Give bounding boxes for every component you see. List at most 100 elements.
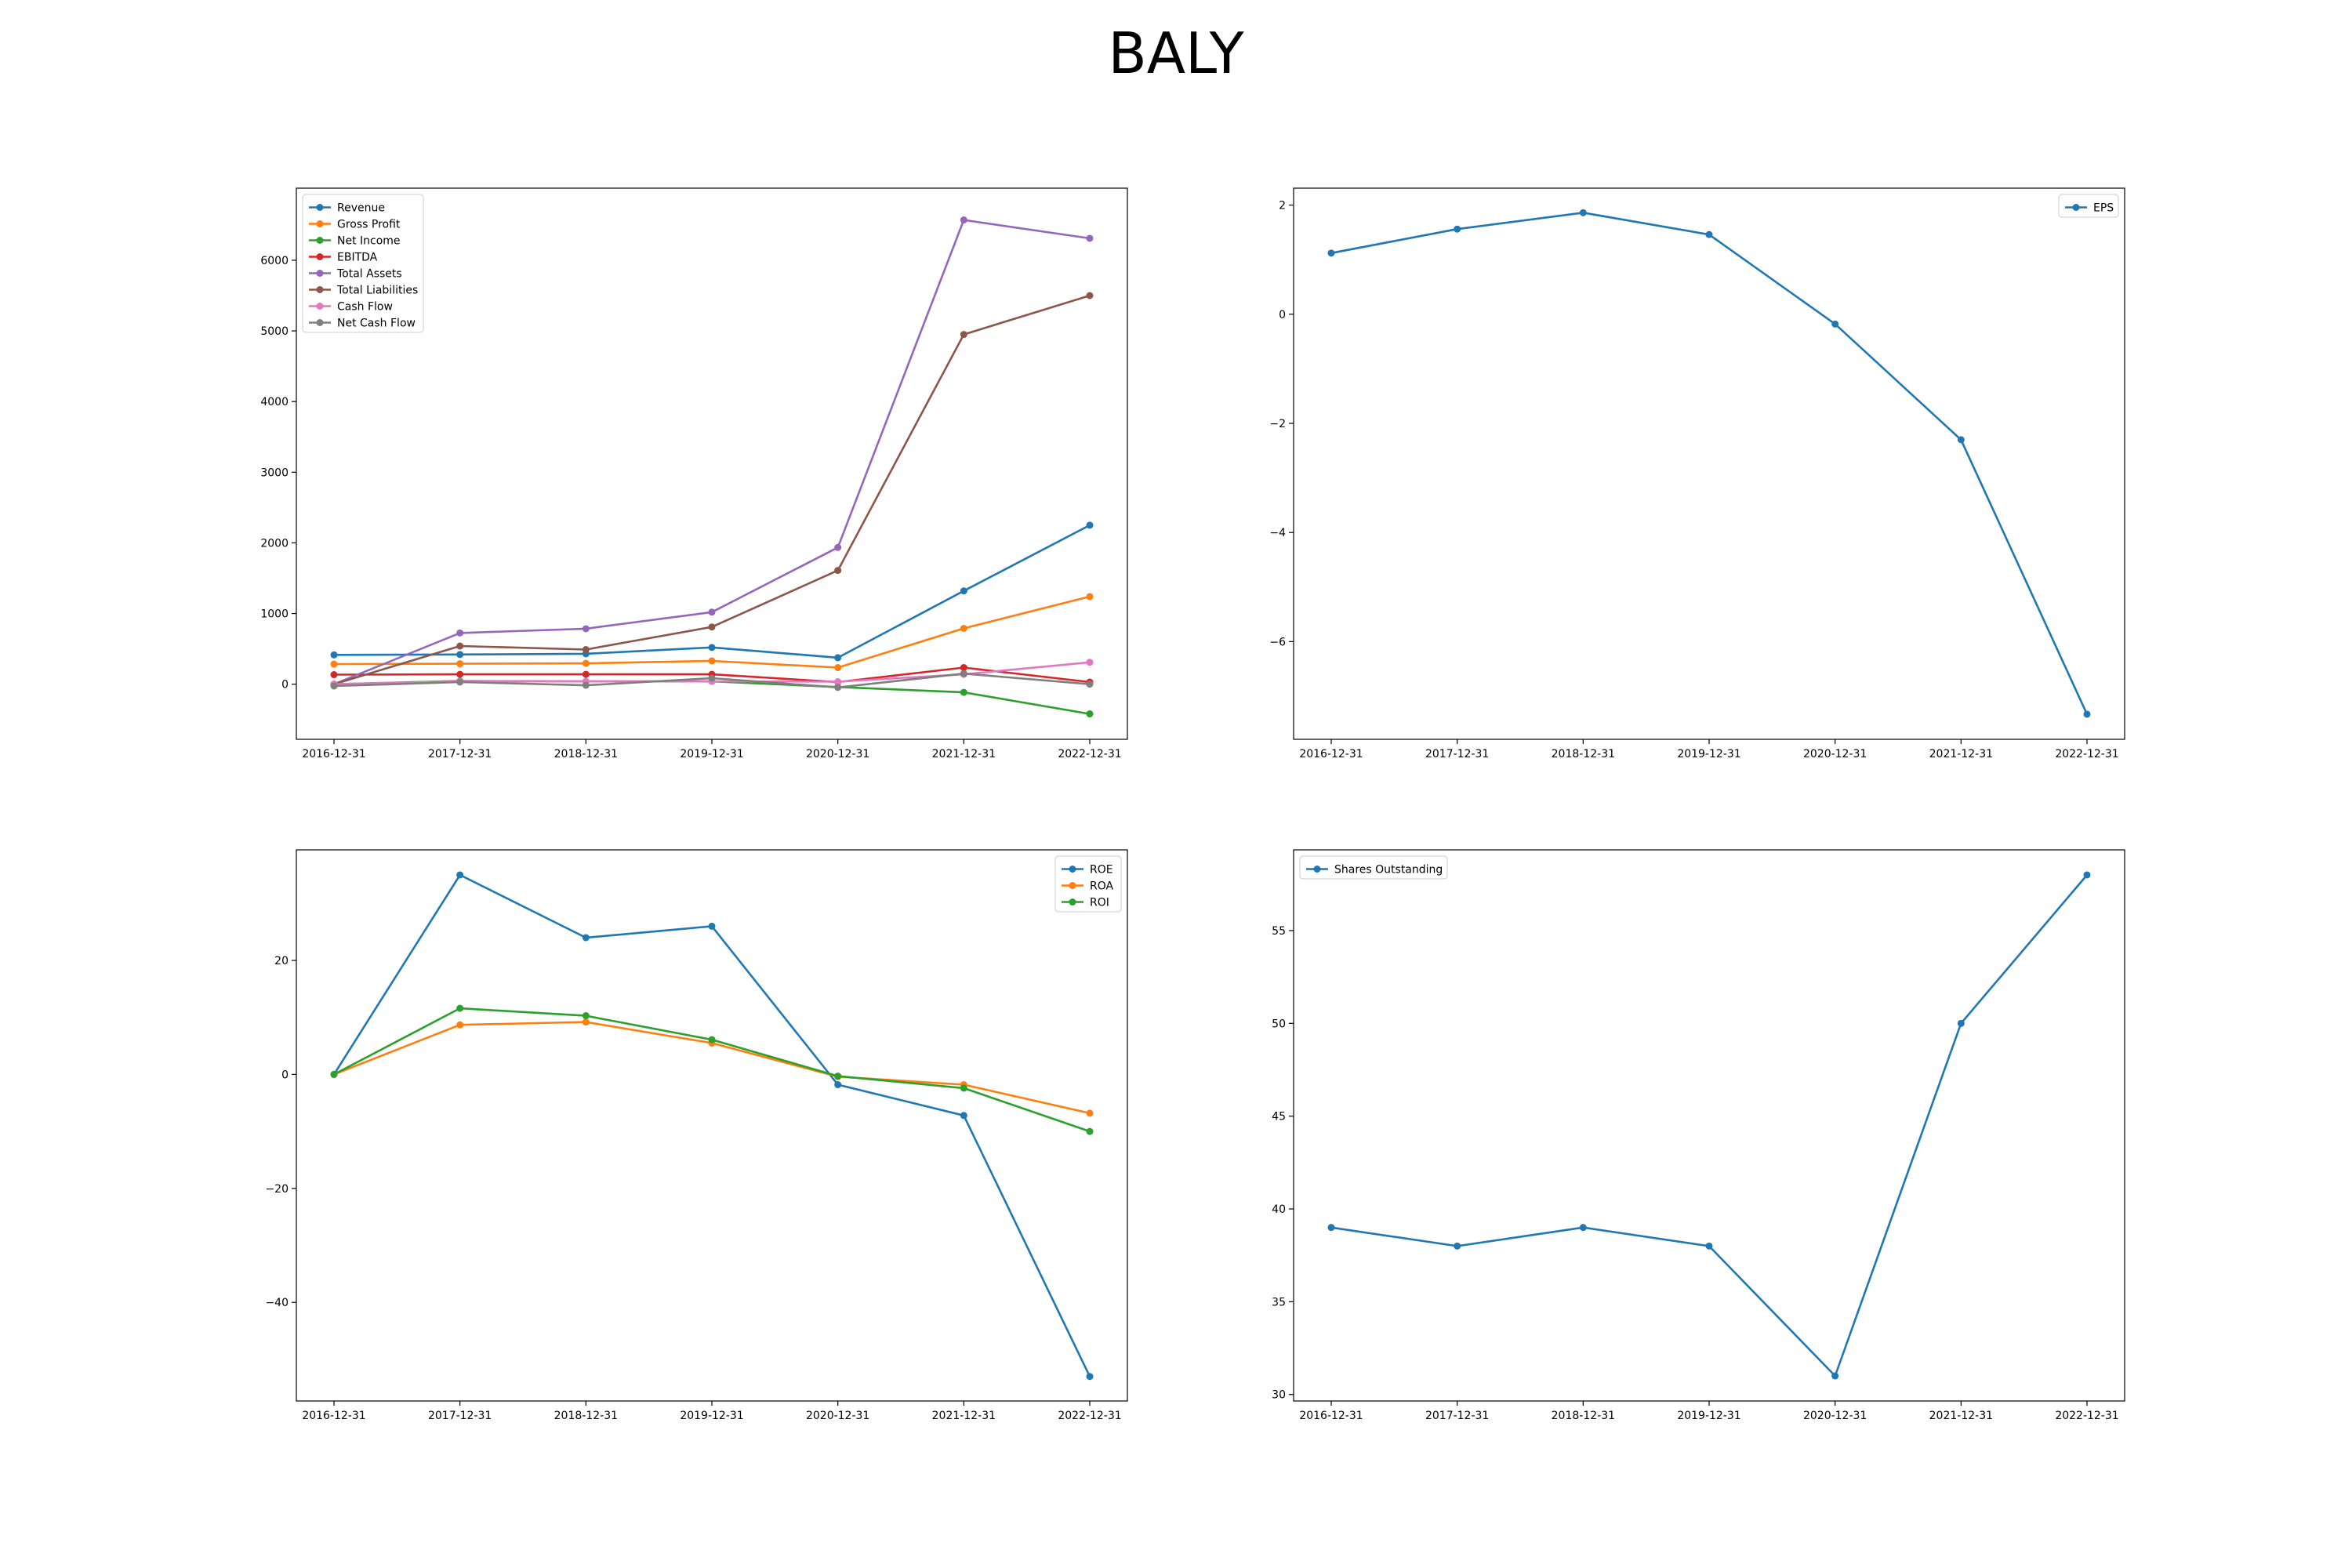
y-tick-label: 1000 — [260, 608, 289, 621]
x-tick-label: 2018-12-31 — [554, 748, 618, 760]
data-point — [2083, 710, 2091, 718]
legend-label: Revenue — [337, 202, 385, 215]
legend-box — [1299, 855, 1448, 880]
data-point — [456, 871, 464, 879]
data-point — [1327, 1224, 1335, 1232]
data-point — [1086, 710, 1094, 718]
y-tick-label: −4 — [1269, 527, 1286, 539]
series-roi — [330, 1004, 1094, 1135]
series-line — [333, 1021, 1091, 1115]
data-point — [582, 659, 590, 667]
x-tick-label: 2017-12-31 — [1425, 748, 1489, 760]
data-point — [456, 1021, 464, 1029]
series-line — [1330, 874, 2088, 1377]
data-point — [1705, 230, 1713, 238]
series-net-cash-flow — [330, 670, 1094, 691]
data-point — [1579, 209, 1587, 216]
series-roe — [330, 871, 1094, 1381]
data-point — [582, 646, 590, 654]
legend-marker — [316, 270, 324, 277]
data-point — [456, 642, 464, 650]
x-tick-label: 2020-12-31 — [1803, 1410, 1867, 1422]
data-point — [582, 1018, 590, 1026]
y-tick-label: 3000 — [260, 466, 289, 479]
chart-panel-3: 2016-12-31 2017-12-31 2018-12-31 2019-12-31… — [265, 849, 1128, 1422]
data-point — [960, 331, 967, 339]
data-point — [1086, 1373, 1094, 1381]
data-point — [1086, 521, 1094, 529]
x-tick-label: 2022-12-31 — [1058, 1410, 1121, 1422]
plot-area-frame — [1293, 849, 2125, 1402]
y-tick-label: 40 — [1272, 1203, 1286, 1216]
legend: ROE ROA ROI — [1054, 855, 1122, 913]
legend-marker — [316, 303, 324, 310]
legend-marker — [316, 204, 324, 211]
y-tick-label: 0 — [1279, 309, 1286, 321]
chart-panel-1: 2016-12-31 2017-12-31 2018-12-31 2019-12-31… — [260, 187, 1128, 760]
data-point — [1831, 320, 1839, 328]
data-point — [582, 1012, 590, 1020]
series-line — [333, 1007, 1091, 1133]
y-tick-label: 2 — [1279, 200, 1286, 212]
y-tick-label: 2000 — [260, 537, 289, 550]
series-eps — [1327, 209, 2091, 718]
legend-label: Net Income — [337, 235, 401, 248]
data-point — [2083, 871, 2091, 879]
data-point — [456, 660, 464, 668]
series-line — [333, 595, 1091, 669]
legend: Revenue Gross Profit Net Income EBITDA Total… — [302, 194, 424, 333]
data-point — [456, 651, 464, 659]
y-tick-label: −40 — [265, 1297, 289, 1309]
x-tick-label: 2018-12-31 — [554, 1410, 618, 1422]
data-point — [582, 625, 590, 633]
data-point — [834, 678, 842, 686]
data-point — [834, 1073, 842, 1080]
x-tick-label: 2020-12-31 — [806, 748, 869, 760]
x-tick-label: 2021-12-31 — [1929, 748, 1993, 760]
data-point — [834, 654, 842, 662]
data-point — [960, 624, 967, 632]
legend-marker — [316, 286, 324, 293]
data-point — [1086, 234, 1094, 242]
data-point — [708, 1036, 716, 1044]
chart-panel-4: 2016-12-31 2017-12-31 2018-12-31 2019-12-31… — [1272, 849, 2125, 1422]
data-point — [330, 1070, 338, 1078]
data-point — [708, 674, 716, 682]
data-point — [1086, 593, 1094, 601]
data-point — [708, 623, 716, 631]
data-point — [456, 670, 464, 678]
x-tick-label: 2021-12-31 — [1929, 1410, 1993, 1422]
data-point — [1831, 1372, 1839, 1380]
data-point — [1957, 436, 1965, 444]
series-total-assets — [330, 216, 1094, 688]
y-tick-label: 35 — [1272, 1296, 1286, 1308]
x-tick-label: 2016-12-31 — [302, 748, 365, 760]
legend-marker — [316, 220, 324, 227]
series-total-liabilities — [330, 292, 1094, 688]
chart-panel-2: 2016-12-31 2017-12-31 2018-12-31 2019-12-31… — [1269, 187, 2125, 760]
legend-label: Shares Outstanding — [1334, 864, 1443, 877]
data-point — [1086, 292, 1094, 299]
data-point — [708, 657, 716, 665]
legend-box — [2058, 194, 2119, 218]
x-tick-label: 2017-12-31 — [428, 1410, 492, 1422]
legend-marker — [1069, 866, 1076, 873]
x-tick-label: 2020-12-31 — [1803, 748, 1867, 760]
x-tick-label: 2016-12-31 — [302, 1410, 365, 1422]
legend-marker — [316, 237, 324, 244]
legend-label: EBITDA — [337, 252, 378, 264]
data-point — [1957, 1019, 1965, 1027]
y-tick-label: 55 — [1272, 925, 1286, 938]
data-point — [330, 660, 338, 668]
y-tick-label: −6 — [1269, 636, 1286, 648]
data-point — [1086, 1127, 1094, 1135]
data-point — [960, 1084, 967, 1092]
figure-title: BALY — [1108, 20, 1244, 86]
x-tick-label: 2020-12-31 — [806, 1410, 869, 1422]
data-point — [456, 629, 464, 637]
y-tick-label: 50 — [1272, 1018, 1286, 1030]
data-point — [960, 688, 967, 696]
series-line — [332, 873, 1091, 1377]
legend-label: ROI — [1090, 897, 1109, 909]
legend-marker — [316, 253, 324, 260]
